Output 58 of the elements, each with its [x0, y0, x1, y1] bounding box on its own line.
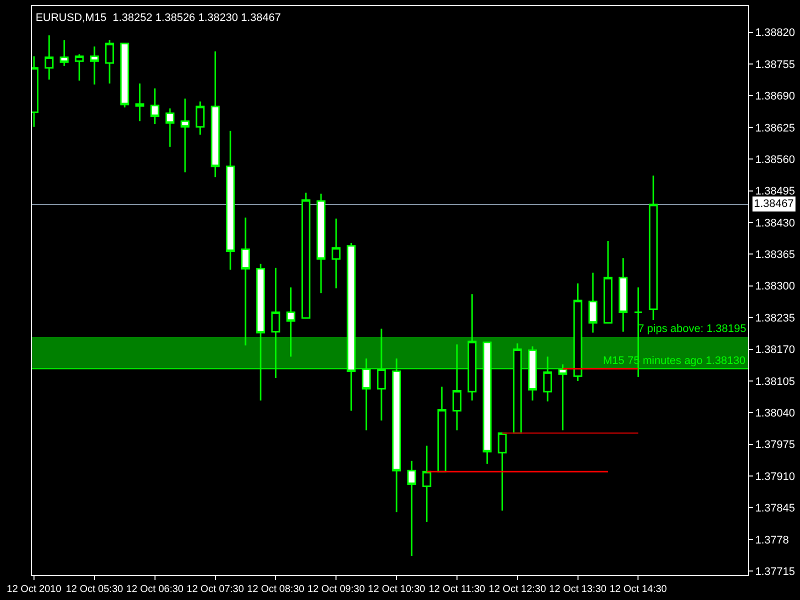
y-tick-label: 1.37715 [755, 566, 795, 578]
candlestick [90, 46, 99, 86]
x-tick-label: 12 Oct 06:30 [126, 584, 184, 595]
y-tick-label: 1.37910 [755, 470, 795, 483]
y-tick-label: 1.37845 [755, 502, 795, 515]
candlestick [196, 100, 205, 136]
candlestick [332, 218, 341, 290]
y-tick-label: 1.38495 [755, 186, 795, 198]
x-tick-label: 12 Oct 2010 [6, 584, 62, 595]
candlestick [422, 445, 432, 523]
candlestick [498, 432, 507, 512]
x-tick-label: 12 Oct 14:30 [610, 584, 668, 595]
candlestick [316, 192, 326, 294]
y-tick-label: 1.38625 [755, 122, 795, 134]
candlestick [301, 192, 310, 319]
x-tick-label: 12 Oct 12:30 [488, 584, 546, 595]
candlestick [407, 460, 416, 557]
candlestick [648, 174, 658, 321]
candlestick [588, 272, 598, 334]
candlestick [618, 257, 628, 332]
y-tick-label: 1.38755 [755, 58, 795, 71]
y-tick-label: 1.37975 [755, 439, 795, 452]
candlestick [210, 50, 220, 178]
y-tick-label: 1.38560 [755, 154, 795, 166]
y-tick-label: 1.38365 [755, 249, 795, 262]
x-tick-label: 12 Oct 13:30 [549, 584, 607, 595]
candlestick [120, 42, 130, 108]
y-tick-label: 1.38820 [755, 27, 795, 40]
x-tick-label: 12 Oct 08:30 [247, 584, 305, 595]
candlestick [150, 88, 160, 125]
x-tick-label: 12 Oct 11:30 [428, 584, 486, 595]
candlestick [573, 282, 582, 382]
candlestick [241, 216, 250, 346]
x-tick-label: 12 Oct 10:30 [368, 584, 426, 595]
x-tick-label: 12 Oct 09:30 [307, 584, 366, 595]
text: EURUSD,M15 1.38252 1.38526 1.38230 1.38467 [36, 12, 281, 24]
candlestick [437, 386, 446, 472]
y-tick-label: 1.38235 [755, 312, 795, 324]
candlestick [135, 82, 144, 122]
y-tick-label: 1.38430 [755, 217, 795, 230]
candlestick [226, 130, 235, 271]
candlestick [74, 54, 84, 82]
y-tick-label: 1.38170 [755, 344, 795, 356]
candlestick [105, 39, 114, 84]
ref-line-label: 1.38467 [754, 198, 794, 210]
y-tick-label: 1.38690 [755, 90, 795, 103]
y-tick-label: 1.3778 [755, 534, 789, 546]
x-tick-label: 12 Oct 07:30 [186, 584, 244, 595]
candlestick [44, 34, 54, 80]
candlestick [604, 240, 612, 324]
candlestick [180, 98, 190, 174]
y-tick-label: 1.38040 [755, 407, 795, 420]
y-tick-label: 1.38105 [755, 376, 795, 388]
x-tick-label: 12 Oct 05:30 [66, 584, 124, 595]
y-tick-label: 1.38300 [755, 280, 795, 293]
candlestick [60, 39, 69, 67]
candlestick [286, 286, 296, 358]
candlestick [166, 108, 174, 148]
